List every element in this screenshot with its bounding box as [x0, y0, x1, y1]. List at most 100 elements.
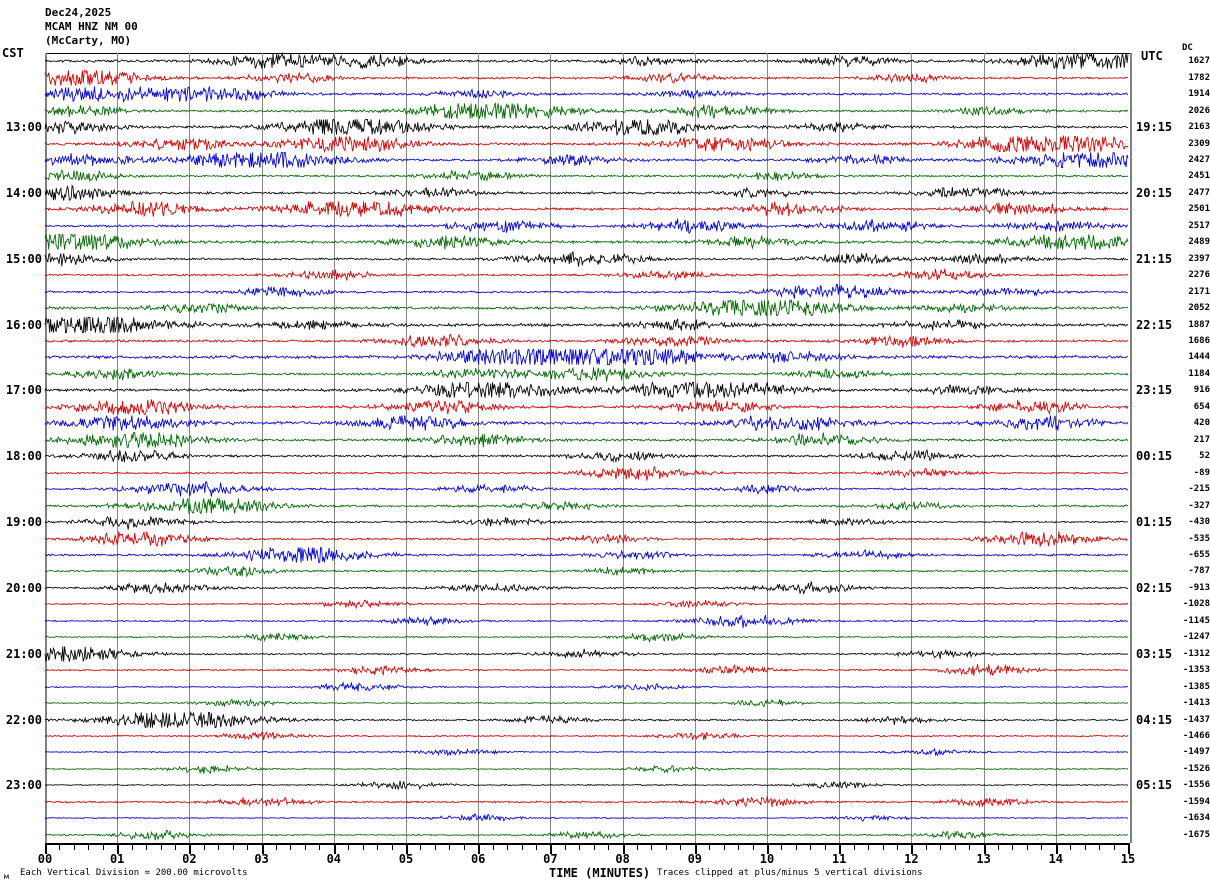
- x-tick: [550, 843, 553, 854]
- dc-value-label: 2427: [1188, 154, 1210, 165]
- x-tick-label-00: 00: [37, 852, 53, 866]
- grid-line-minute-12: [911, 53, 913, 843]
- x-tick: [1026, 843, 1028, 850]
- grid-line-minute-05: [406, 53, 407, 843]
- utc-time-label-2015: 20:15: [1136, 185, 1173, 200]
- x-tick: [1055, 843, 1058, 854]
- x-tick: [348, 843, 350, 850]
- dc-value-label: 1444: [1188, 352, 1210, 363]
- x-tick-label-15: 15: [1120, 852, 1136, 866]
- dc-value-label: 1627: [1188, 56, 1210, 67]
- x-tick: [969, 843, 971, 850]
- x-tick-label-10: 10: [759, 852, 775, 866]
- x-tick: [767, 843, 769, 854]
- x-tick-label-01: 01: [109, 852, 125, 866]
- dc-value-label: 654: [1193, 401, 1210, 412]
- x-tick: [911, 843, 914, 854]
- x-tick: [420, 843, 422, 850]
- dc-value-label: -1466: [1182, 731, 1210, 742]
- x-tick-label-04: 04: [326, 852, 342, 866]
- x-tick: [261, 843, 264, 854]
- x-tick: [463, 843, 465, 850]
- x-tick: [218, 843, 220, 850]
- x-tick: [492, 843, 494, 850]
- x-tick: [882, 843, 884, 850]
- dc-value-label: -535: [1188, 533, 1210, 544]
- grid-line-minute-04: [333, 53, 335, 843]
- x-tick: [1099, 843, 1101, 850]
- dc-value-label: -1145: [1182, 615, 1210, 626]
- grid-line-minute-08: [622, 53, 624, 843]
- cst-time-label-1300: 13:00: [5, 120, 42, 135]
- x-tick: [88, 843, 90, 850]
- cst-time-label-2000: 20:00: [5, 580, 42, 595]
- x-tick: [622, 843, 625, 854]
- dc-value-label: 2309: [1188, 138, 1210, 149]
- grid-line-minute-06: [478, 53, 480, 843]
- dc-value-label: -1413: [1182, 698, 1210, 709]
- x-tick: [651, 843, 653, 850]
- x-tick: [434, 843, 436, 850]
- dc-value-label: 1184: [1188, 368, 1210, 379]
- dc-value-label: 2276: [1188, 270, 1210, 281]
- x-tick-label-06: 06: [470, 852, 486, 866]
- x-tick-label-08: 08: [615, 852, 630, 866]
- x-tick: [665, 843, 667, 850]
- dc-value-label: -1497: [1182, 747, 1210, 758]
- grid-line-minute-10: [767, 53, 768, 843]
- dc-value-label: -1556: [1182, 780, 1210, 791]
- dc-value-label: -1594: [1182, 796, 1210, 807]
- dc-value-label: 217: [1193, 434, 1210, 445]
- utc-time-label-0515: 05:15: [1136, 778, 1173, 793]
- x-tick: [391, 843, 393, 850]
- utc-time-label-0115: 01:15: [1136, 515, 1173, 530]
- x-tick: [983, 843, 986, 854]
- dc-value-label: 1686: [1188, 336, 1210, 347]
- x-tick: [290, 843, 292, 850]
- x-tick: [160, 843, 162, 850]
- dc-value-label: -1385: [1182, 681, 1210, 692]
- x-tick: [925, 843, 927, 850]
- seismogram-plot-area: [45, 53, 1132, 843]
- x-tick: [449, 843, 451, 850]
- x-tick: [709, 843, 711, 850]
- x-tick: [304, 843, 306, 850]
- utc-time-label-2115: 21:15: [1136, 251, 1173, 266]
- utc-time-label-0015: 00:15: [1136, 449, 1173, 464]
- grid-line-minute-09: [694, 53, 696, 843]
- x-tick: [377, 843, 379, 850]
- dc-value-label: 2163: [1188, 122, 1210, 133]
- x-tick: [593, 843, 595, 850]
- dc-value-label: 2451: [1188, 171, 1210, 182]
- x-tick: [45, 843, 47, 854]
- header-location: (McCarty, MO): [45, 34, 132, 47]
- right-axis-label: UTC: [1141, 49, 1163, 63]
- x-tick: [73, 843, 75, 850]
- dc-value-label: 916: [1193, 385, 1210, 396]
- dc-value-label: -1634: [1182, 813, 1210, 824]
- utc-time-label-2315: 23:15: [1136, 383, 1173, 398]
- x-tick: [781, 843, 783, 850]
- dc-value-label: -215: [1188, 484, 1210, 495]
- cst-time-label-1700: 17:00: [5, 383, 42, 398]
- dc-value-label: 1914: [1188, 89, 1210, 100]
- x-tick: [362, 843, 364, 850]
- dc-value-label: -1526: [1182, 763, 1210, 774]
- x-tick: [1041, 843, 1043, 850]
- cst-time-label-2100: 21:00: [5, 646, 42, 661]
- x-tick-label-03: 03: [254, 852, 269, 866]
- x-tick-label-05: 05: [398, 852, 414, 866]
- grid-line-minute-13: [983, 53, 985, 843]
- x-tick: [146, 843, 148, 850]
- x-tick: [174, 843, 176, 850]
- cst-time-label-1600: 16:00: [5, 317, 42, 332]
- dc-value-label: 52: [1199, 451, 1210, 462]
- x-tick: [189, 843, 192, 854]
- dc-value-label: -327: [1188, 500, 1210, 511]
- x-tick: [117, 843, 120, 854]
- x-tick: [795, 843, 797, 850]
- x-tick: [723, 843, 725, 850]
- utc-time-label-0215: 02:15: [1136, 580, 1173, 595]
- header-channel: MCAM HNZ NM 00: [45, 20, 138, 33]
